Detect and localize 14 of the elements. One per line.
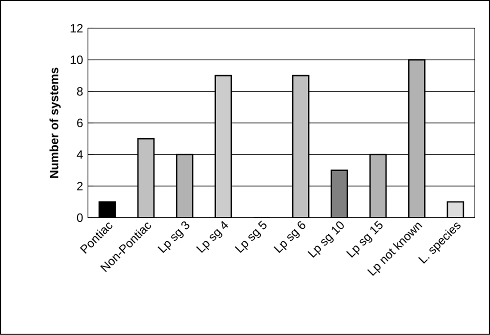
x-tick-label: Lp sg 10 [308,221,344,258]
y-tick-label: 6 [77,118,83,128]
y-tick-label: 12 [70,24,83,32]
y-tick-label: 8 [77,87,83,96]
x-tick-label: Lp sg 4 [196,221,228,253]
x-tick-label: Lp sg 5 [234,220,266,253]
y-tick-label: 4 [76,150,83,159]
x-tick-label: Lp sg 3 [158,221,190,254]
y-axis-title: Number of systems [49,68,61,178]
x-tick-label: Lp sg 6 [274,221,306,254]
y-tick-label: 0 [76,213,83,222]
y-tick-label: 2 [77,182,83,190]
y-tick-label: 10 [70,56,83,64]
x-tick-label: Lp sg 15 [346,220,383,258]
